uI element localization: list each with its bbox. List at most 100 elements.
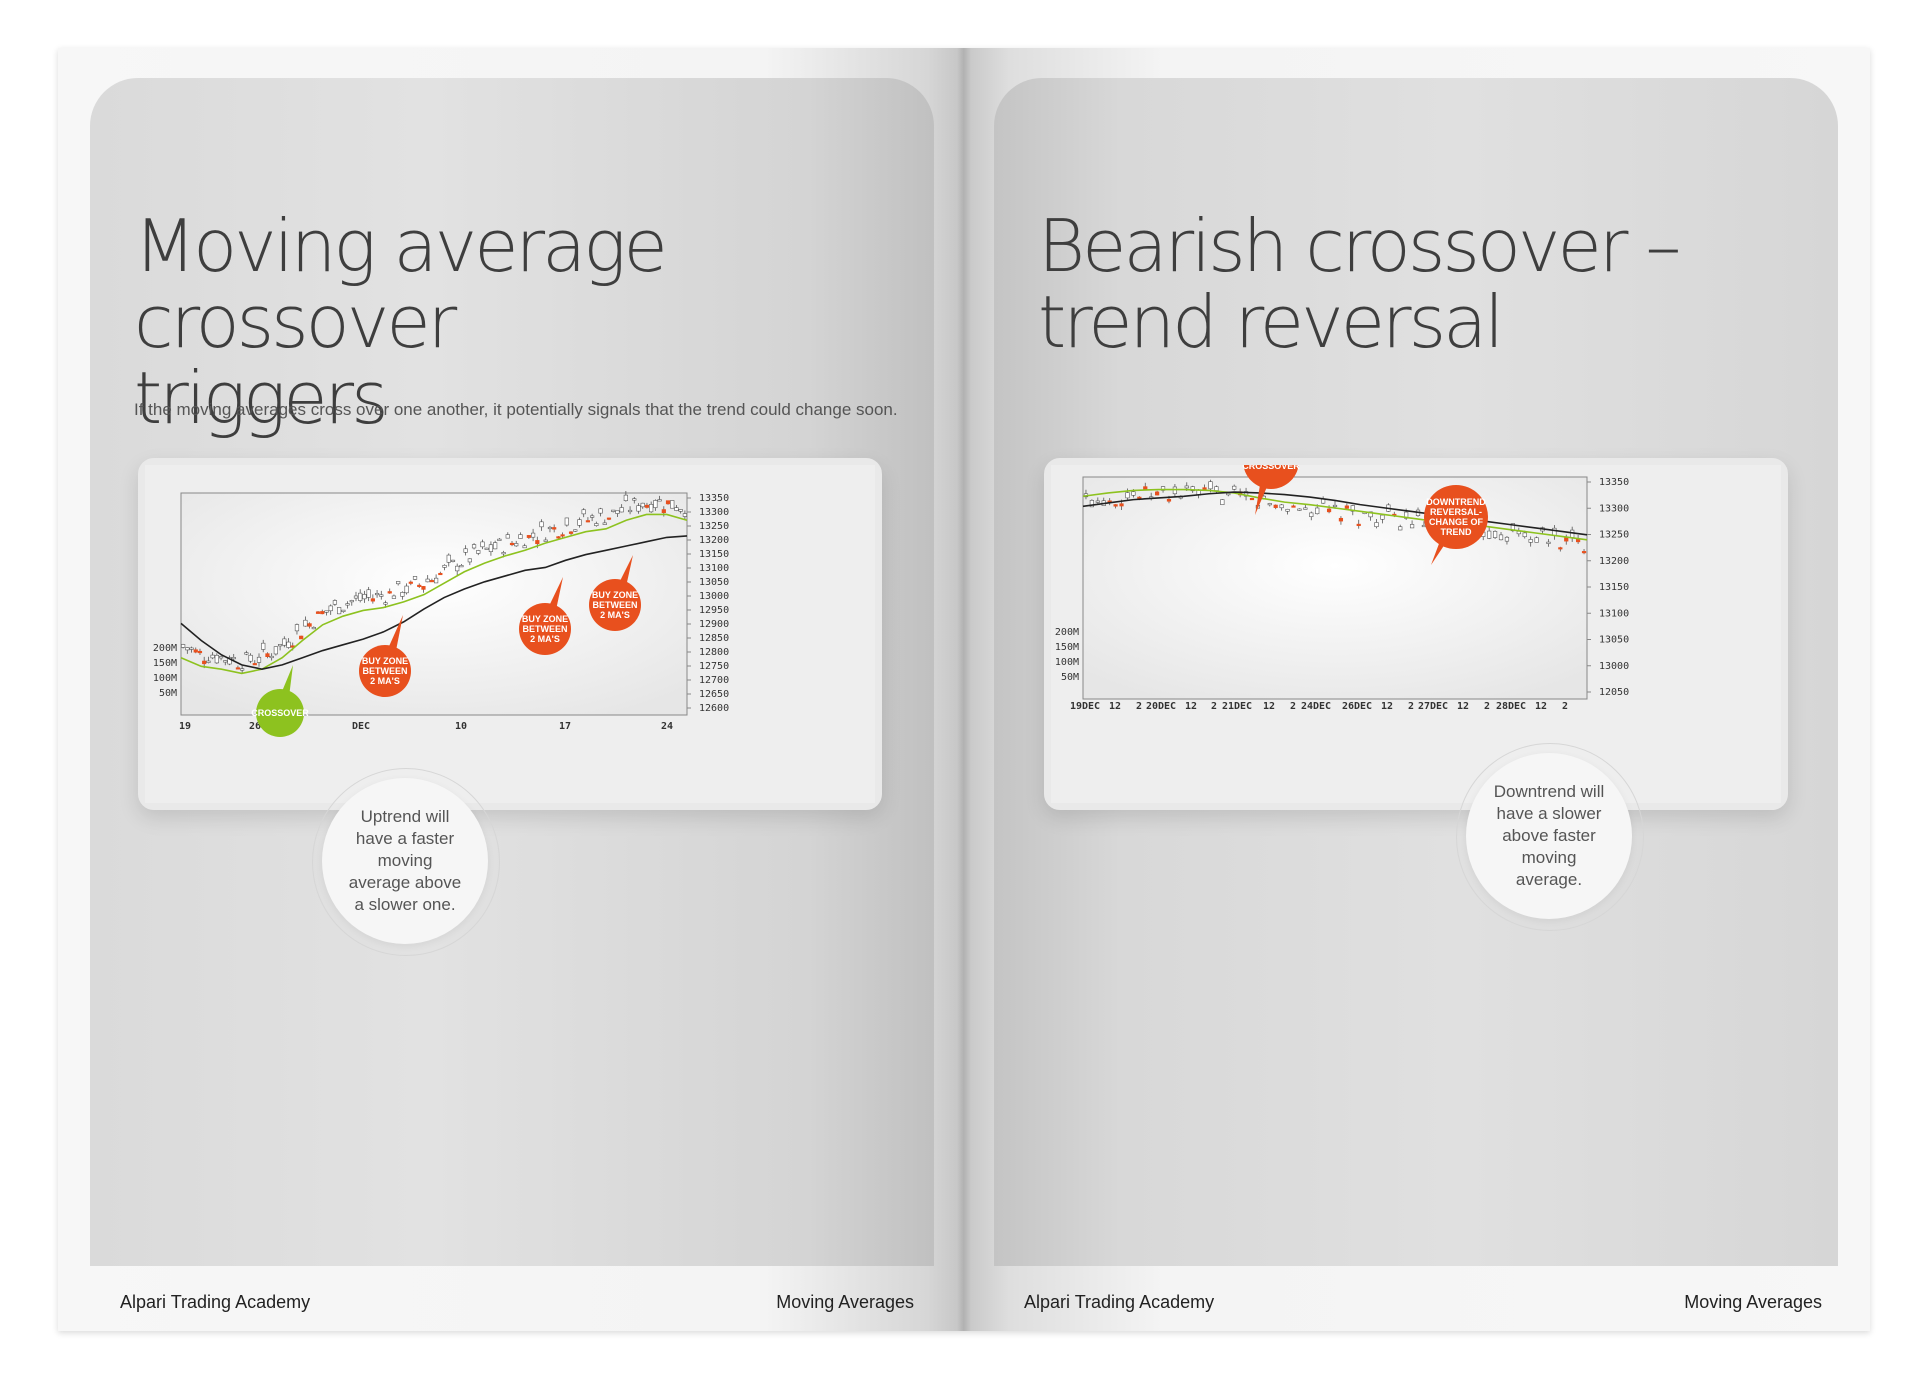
left-footer-left: Alpari Trading Academy bbox=[120, 1292, 311, 1312]
x-tick-label: 10 bbox=[455, 721, 467, 732]
candle-body bbox=[1273, 504, 1278, 508]
y-tick-label: 12900 bbox=[699, 619, 729, 630]
candle-body bbox=[181, 644, 186, 648]
candle-body bbox=[442, 564, 447, 568]
x-tick-label: 12 bbox=[1263, 701, 1275, 712]
candle-body bbox=[573, 529, 578, 532]
candle-body bbox=[627, 509, 633, 513]
right-page-title: Bearish crossover – trend reversal bbox=[1038, 208, 1681, 360]
candle-body bbox=[379, 594, 384, 597]
left-circle-ring bbox=[312, 768, 500, 956]
candle-body bbox=[1558, 547, 1563, 550]
candle-body bbox=[277, 644, 283, 647]
y-tick-label: 13050 bbox=[699, 577, 729, 588]
candle-body bbox=[294, 624, 300, 632]
right-circle-ring bbox=[1456, 743, 1644, 931]
candle-body bbox=[400, 592, 405, 597]
candle-body bbox=[471, 544, 477, 549]
candle-body bbox=[1303, 507, 1308, 510]
candle-body bbox=[328, 605, 333, 612]
candle-body bbox=[526, 535, 531, 538]
candle-body bbox=[1232, 485, 1237, 490]
candle-body bbox=[1095, 500, 1100, 503]
left-page: Moving average crossover triggers If the… bbox=[58, 48, 964, 1331]
candle-body bbox=[1249, 498, 1255, 501]
left-footer: Alpari Trading Academy Moving Averages bbox=[58, 1266, 964, 1331]
candle-body bbox=[649, 504, 654, 513]
candle-body bbox=[539, 521, 544, 528]
candle-body bbox=[1089, 500, 1094, 508]
candle-body bbox=[552, 527, 557, 530]
y-tick-label: 13000 bbox=[1599, 661, 1629, 672]
candle-body bbox=[653, 500, 658, 508]
candle-body bbox=[514, 543, 519, 547]
x-tick-label: 28DEC bbox=[1496, 701, 1526, 712]
fast-ma-line bbox=[1082, 488, 1588, 541]
callout-circle bbox=[519, 603, 571, 655]
x-tick-label: 24 bbox=[661, 721, 673, 732]
candle-body bbox=[1202, 487, 1207, 490]
candle-body bbox=[497, 538, 502, 541]
candle-body bbox=[577, 519, 582, 526]
candle-body bbox=[1226, 493, 1231, 496]
x-tick-label: 12 bbox=[1109, 701, 1121, 712]
candle-body bbox=[307, 623, 312, 627]
candle-body bbox=[560, 534, 565, 537]
candle-body bbox=[252, 663, 257, 666]
plot-area bbox=[1082, 476, 1588, 700]
candle-body bbox=[244, 652, 249, 655]
x-tick-label: 12 bbox=[1457, 701, 1469, 712]
right-title-line1: Bearish crossover – bbox=[1038, 204, 1681, 288]
callout-label: BETWEEN bbox=[523, 624, 568, 634]
x-tick-label: 2 bbox=[1562, 701, 1568, 712]
candle-body bbox=[644, 504, 650, 508]
candle-body bbox=[1214, 486, 1219, 491]
candle-body bbox=[1581, 551, 1587, 554]
candle-body bbox=[682, 513, 687, 517]
candle-body bbox=[1546, 541, 1551, 544]
candle-body bbox=[1338, 517, 1344, 522]
candle-body bbox=[391, 595, 397, 599]
callout-label: BUY ZONE bbox=[592, 590, 638, 600]
callout-circle bbox=[589, 579, 641, 631]
callout-label: CROSSOVER bbox=[1242, 465, 1300, 471]
right-footer-left: Alpari Trading Academy bbox=[1024, 1292, 1215, 1312]
right-panel: Bearish crossover – trend reversal 13350… bbox=[994, 78, 1838, 1266]
book-spine bbox=[957, 48, 971, 1331]
callout-label: BETWEEN bbox=[593, 600, 638, 610]
candle-body bbox=[273, 646, 278, 655]
y-tick-label: 13150 bbox=[699, 549, 729, 560]
candle-body bbox=[324, 610, 329, 613]
callout-label: DOWNTREND bbox=[1426, 497, 1486, 507]
right-circle-text: Downtrend will have a slower above faste… bbox=[1493, 782, 1605, 889]
candle-body bbox=[1137, 496, 1142, 499]
candle-body bbox=[1368, 511, 1373, 518]
candle-body bbox=[1409, 524, 1415, 529]
candle-body bbox=[564, 517, 569, 526]
y-tick-label: 13100 bbox=[1599, 608, 1629, 619]
y-tick-label: 13300 bbox=[1599, 503, 1629, 514]
candle-body bbox=[341, 609, 346, 612]
candle-body bbox=[425, 578, 430, 583]
candle-body bbox=[1285, 508, 1290, 512]
candle-body bbox=[488, 544, 494, 552]
slow-ma-line bbox=[1082, 491, 1588, 536]
candle-body bbox=[1309, 512, 1314, 517]
candle-body bbox=[476, 550, 481, 554]
candle-body bbox=[214, 654, 219, 664]
candle-body bbox=[480, 541, 485, 548]
candle-body bbox=[1534, 537, 1539, 543]
candle-body bbox=[446, 554, 451, 563]
candle-body bbox=[467, 558, 472, 563]
candle-body bbox=[1125, 492, 1130, 499]
callout-bubble: CROSSOVER bbox=[251, 665, 309, 737]
candle-body bbox=[522, 545, 527, 549]
left-subtitle: If the moving averages cross over one an… bbox=[134, 400, 898, 419]
candle-body bbox=[581, 509, 586, 515]
left-chart-card: 13350 13300 13250 13200 13150 13100 13050 13000… bbox=[138, 458, 882, 810]
candle-body bbox=[657, 499, 662, 502]
candle-body bbox=[383, 602, 388, 605]
x-tick-label: 19 bbox=[179, 721, 191, 732]
